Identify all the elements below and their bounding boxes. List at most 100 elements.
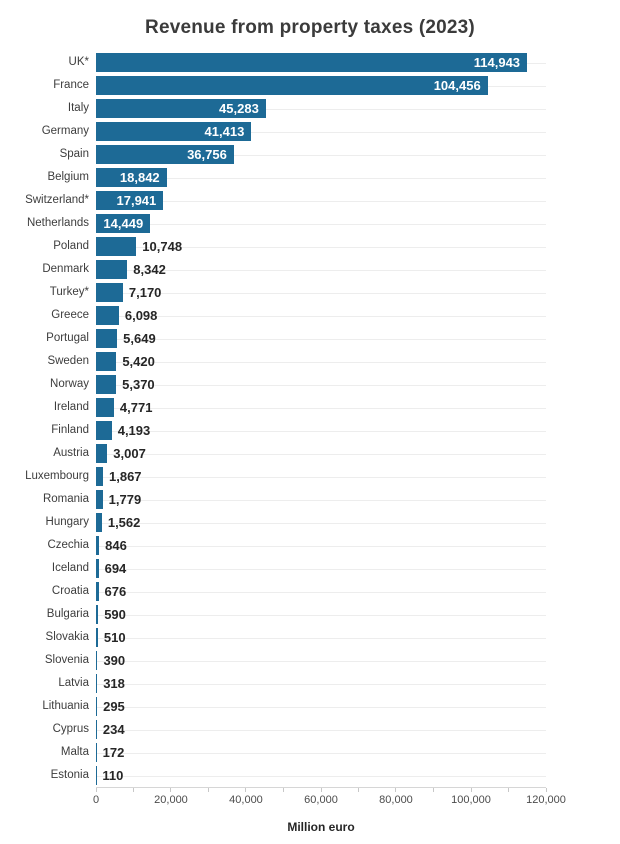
plot-cell: 4,193 — [96, 419, 546, 442]
value-label: 295 — [103, 699, 125, 714]
category-label: UK* — [68, 56, 89, 68]
axis-tick-label: 0 — [92, 794, 100, 806]
bar-row: Portugal 5,649 — [0, 327, 620, 350]
value-label: 5,420 — [122, 354, 155, 369]
axis-tick-label: 60,000 — [304, 794, 338, 806]
plot-cell: 7,170 — [96, 281, 546, 304]
bar-row: France 104,456 — [0, 74, 620, 97]
bar-rows: UK* 114,943 France 104,456 Italy 45,283 … — [0, 51, 620, 787]
bar-row: Iceland 694 — [0, 557, 620, 580]
plot-cell: 5,420 — [96, 350, 546, 373]
row-gridline — [96, 108, 546, 110]
bar-row: Netherlands 14,449 — [0, 212, 620, 235]
plot-cell: 36,756 — [96, 143, 546, 166]
bar — [96, 513, 102, 532]
plot-cell: 6,098 — [96, 304, 546, 327]
bar — [96, 168, 167, 187]
category-label: Romania — [42, 493, 89, 505]
row-gridline — [96, 269, 546, 271]
axis-tick — [95, 788, 97, 792]
value-label: 4,771 — [119, 400, 153, 415]
bar — [96, 674, 98, 693]
category-label: Norway — [50, 378, 89, 390]
bar — [96, 720, 97, 739]
axis-tick — [358, 788, 359, 792]
value-label: 1,779 — [108, 492, 142, 507]
category-label: Ireland — [53, 401, 89, 413]
x-axis-title: Million euro — [287, 820, 355, 834]
value-label: 1,867 — [109, 469, 142, 484]
plot-cell: 45,283 — [96, 97, 546, 120]
category-label: Iceland — [51, 562, 89, 574]
row-gridline — [96, 338, 546, 340]
category-label: Malta — [60, 746, 89, 758]
row-gridline — [96, 246, 546, 248]
value-label: 114,943 — [473, 55, 521, 70]
row-gridline — [96, 568, 546, 570]
axis-tick — [132, 788, 134, 792]
value-label: 846 — [105, 538, 127, 553]
axis-tick-label: 100,000 — [451, 794, 491, 806]
bar-row: Austria 3,007 — [0, 442, 620, 465]
row-gridline — [96, 522, 546, 524]
plot-cell: 104,456 — [96, 74, 546, 97]
bar — [96, 766, 97, 785]
category-label: Estonia — [50, 769, 89, 781]
bar-row: Estonia 110 — [0, 764, 620, 787]
bar — [96, 536, 100, 555]
x-axis: 0 20,000 40,000 60,000 80,000 100,000 120,000 — [92, 787, 566, 809]
value-label: 234 — [102, 722, 125, 737]
value-label: 510 — [103, 630, 126, 645]
value-label: 5,370 — [122, 377, 155, 392]
bar — [96, 145, 234, 164]
row-gridline — [96, 545, 546, 547]
row-gridline — [96, 131, 546, 133]
bar-row: UK* 114,943 — [0, 51, 620, 74]
category-label: Cyprus — [52, 723, 89, 735]
bar-row: Hungary 1,562 — [0, 511, 620, 534]
bar-row: Greece 6,098 — [0, 304, 620, 327]
value-label: 7,170 — [128, 285, 162, 300]
bar — [96, 329, 118, 348]
category-label: Belgium — [47, 171, 89, 183]
category-label: Bulgaria — [46, 608, 89, 620]
bar — [96, 375, 117, 394]
bar — [96, 306, 119, 325]
bar-row: Belgium 18,842 — [0, 166, 620, 189]
bar-row: Romania 1,779 — [0, 488, 620, 511]
plot-cell: 234 — [96, 718, 546, 741]
category-label: Poland — [53, 240, 89, 252]
category-label: Sweden — [47, 355, 89, 367]
bar-row: Lithuania 295 — [0, 695, 620, 718]
category-label: Greece — [51, 309, 89, 321]
plot-cell: 1,779 — [96, 488, 546, 511]
row-gridline — [96, 223, 546, 225]
bar-row: Croatia 676 — [0, 580, 620, 603]
plot-cell: 4,771 — [96, 396, 546, 419]
plot-cell: 110 — [96, 764, 546, 787]
row-gridline — [96, 591, 546, 593]
bar-row: Poland 10,748 — [0, 235, 620, 258]
bar — [96, 582, 99, 601]
row-gridline — [96, 729, 546, 731]
plot-cell: 18,842 — [96, 166, 546, 189]
bar-row: Ireland 4,771 — [0, 396, 620, 419]
row-gridline — [96, 499, 546, 501]
bar-row: Slovenia 390 — [0, 649, 620, 672]
value-label: 104,456 — [433, 78, 481, 93]
bar — [96, 421, 112, 440]
plot-cell: 295 — [96, 695, 546, 718]
plot-cell: 1,867 — [96, 465, 546, 488]
row-gridline — [96, 660, 546, 662]
value-label: 110 — [102, 768, 124, 783]
category-label: Lithuania — [42, 700, 89, 712]
value-label: 17,941 — [116, 193, 157, 208]
category-label: Denmark — [42, 263, 89, 275]
bar-row: Cyprus 234 — [0, 718, 620, 741]
row-gridline — [96, 407, 546, 409]
bar — [96, 605, 99, 624]
axis-tick — [320, 788, 322, 792]
bar-row: Spain 36,756 — [0, 143, 620, 166]
bar-row: Malta 172 — [0, 741, 620, 764]
bar — [96, 260, 128, 279]
